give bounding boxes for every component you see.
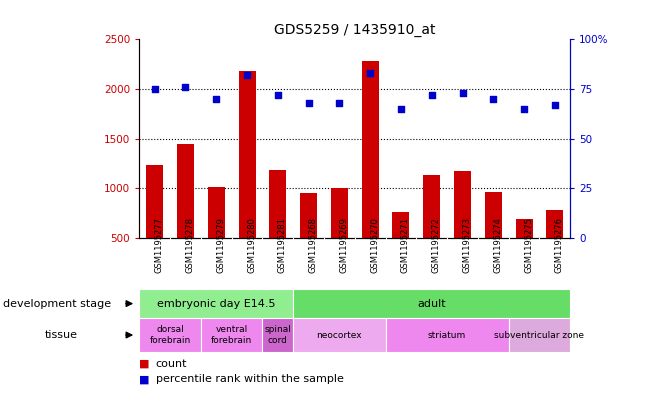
Text: GSM1195275: GSM1195275 (524, 217, 533, 274)
Bar (177, 145, 194, 238)
Text: ■: ■ (139, 374, 150, 384)
Bar (386, 318, 509, 352)
Bar (485, 192, 502, 238)
Point (180, 84, 191, 90)
Text: spinal
cord: spinal cord (264, 325, 291, 345)
Point (426, 92, 437, 98)
Text: development stage: development stage (3, 299, 111, 309)
Point (457, 90, 468, 96)
Text: tissue: tissue (45, 330, 78, 340)
Point (519, 106, 529, 112)
Bar (293, 289, 570, 318)
Text: percentile rank within the sample: percentile rank within the sample (156, 374, 343, 384)
Text: GSM1195271: GSM1195271 (401, 217, 410, 274)
Text: GSM1195269: GSM1195269 (340, 217, 349, 274)
Bar (201, 318, 262, 352)
Point (150, 86, 160, 92)
Text: GSM1195272: GSM1195272 (432, 217, 441, 274)
Point (242, 72, 252, 78)
Bar (423, 175, 440, 238)
Point (396, 106, 406, 112)
Text: neocortex: neocortex (317, 331, 362, 340)
Bar (331, 188, 348, 238)
Bar (300, 193, 317, 238)
Bar (262, 318, 293, 352)
Bar (393, 212, 410, 238)
Point (488, 95, 498, 102)
Text: embryonic day E14.5: embryonic day E14.5 (157, 299, 275, 309)
Text: subventricular zone: subventricular zone (494, 331, 584, 340)
Point (365, 70, 375, 76)
Bar (139, 289, 293, 318)
Text: dorsal
forebrain: dorsal forebrain (150, 325, 191, 345)
Bar (139, 318, 201, 352)
Bar (270, 170, 286, 238)
Point (550, 102, 560, 108)
Text: GSM1195277: GSM1195277 (155, 217, 164, 274)
Title: GDS5259 / 1435910_at: GDS5259 / 1435910_at (274, 23, 435, 37)
Text: GSM1195281: GSM1195281 (278, 217, 287, 274)
Text: adult: adult (417, 299, 446, 309)
Text: striatum: striatum (428, 331, 467, 340)
Text: ■: ■ (139, 358, 150, 369)
Point (334, 100, 345, 106)
Bar (146, 165, 163, 238)
Point (273, 92, 283, 98)
Text: GSM1195268: GSM1195268 (308, 217, 318, 274)
Bar (238, 71, 255, 238)
Text: GSM1195276: GSM1195276 (555, 217, 564, 274)
Text: GSM1195279: GSM1195279 (216, 217, 226, 274)
Bar (516, 219, 533, 238)
Text: GSM1195270: GSM1195270 (370, 217, 379, 274)
Text: GSM1195273: GSM1195273 (463, 217, 472, 274)
Text: GSM1195280: GSM1195280 (247, 217, 256, 274)
Text: GSM1195278: GSM1195278 (185, 217, 194, 274)
Bar (454, 171, 471, 238)
Bar (509, 318, 570, 352)
Text: count: count (156, 358, 187, 369)
Bar (208, 187, 225, 238)
Text: ventral
forebrain: ventral forebrain (211, 325, 252, 345)
Bar (546, 210, 563, 238)
Bar (293, 318, 386, 352)
Point (303, 100, 314, 106)
Bar (362, 61, 378, 238)
Point (211, 95, 222, 102)
Text: GSM1195274: GSM1195274 (493, 217, 502, 274)
